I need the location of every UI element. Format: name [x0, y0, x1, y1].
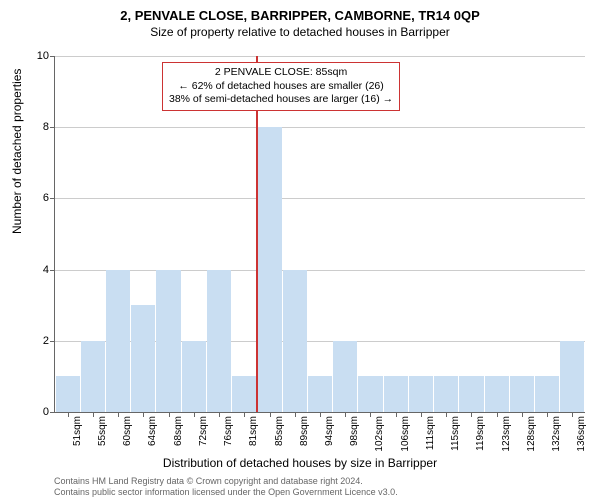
x-tick-label: 64sqm [147, 416, 158, 446]
bar [485, 376, 509, 412]
x-tick-label: 89sqm [299, 416, 310, 446]
callout-box: 2 PENVALE CLOSE: 85sqm ← 62% of detached… [162, 62, 400, 111]
x-tick-label: 136sqm [576, 416, 587, 452]
gridline [55, 270, 585, 271]
y-tick-label: 10 [29, 50, 49, 62]
x-tick [547, 412, 548, 417]
bar [131, 305, 155, 412]
bar [106, 270, 130, 412]
x-tick-label: 51sqm [72, 416, 83, 446]
x-tick-label: 94sqm [324, 416, 335, 446]
callout-line2: ← 62% of detached houses are smaller (26… [169, 80, 393, 94]
bar [358, 376, 382, 412]
bar [257, 127, 281, 412]
chart-title: 2, PENVALE CLOSE, BARRIPPER, CAMBORNE, T… [0, 0, 600, 23]
x-tick-label: 119sqm [475, 416, 486, 451]
y-tick [50, 56, 55, 57]
x-tick [345, 412, 346, 417]
bar [434, 376, 458, 412]
x-tick-label: 55sqm [97, 416, 108, 446]
bar [535, 376, 559, 412]
y-tick [50, 127, 55, 128]
x-tick-label: 76sqm [223, 416, 234, 446]
footer: Contains HM Land Registry data © Crown c… [54, 476, 398, 498]
x-tick-label: 123sqm [501, 416, 512, 452]
y-tick [50, 270, 55, 271]
bar [156, 270, 180, 412]
x-tick [396, 412, 397, 417]
x-tick-label: 81sqm [248, 416, 259, 446]
x-tick [421, 412, 422, 417]
y-tick-label: 8 [29, 121, 49, 133]
x-tick [169, 412, 170, 417]
gridline [55, 127, 585, 128]
bar [560, 341, 584, 412]
x-tick [118, 412, 119, 417]
x-tick [572, 412, 573, 417]
bar [207, 270, 231, 412]
y-tick-label: 4 [29, 264, 49, 276]
x-tick [497, 412, 498, 417]
x-tick [471, 412, 472, 417]
y-tick-label: 6 [29, 192, 49, 204]
x-tick-label: 98sqm [349, 416, 360, 446]
bar [308, 376, 332, 412]
x-tick [143, 412, 144, 417]
bar [182, 341, 206, 412]
bar [384, 376, 408, 412]
x-tick [93, 412, 94, 417]
x-tick-label: 85sqm [274, 416, 285, 446]
callout-line3: 38% of semi-detached houses are larger (… [169, 93, 393, 107]
x-tick [446, 412, 447, 417]
x-tick [370, 412, 371, 417]
x-tick [320, 412, 321, 417]
x-tick [270, 412, 271, 417]
x-tick-label: 128sqm [526, 416, 537, 452]
x-tick [219, 412, 220, 417]
footer-line2: Contains public sector information licen… [54, 487, 398, 498]
footer-line1: Contains HM Land Registry data © Crown c… [54, 476, 398, 487]
x-tick [194, 412, 195, 417]
bar [56, 376, 80, 412]
x-tick-label: 111sqm [425, 416, 436, 450]
x-axis-label: Distribution of detached houses by size … [0, 456, 600, 470]
y-tick [50, 341, 55, 342]
x-tick-label: 132sqm [551, 416, 562, 452]
bar [409, 376, 433, 412]
bar [510, 376, 534, 412]
x-tick-label: 106sqm [400, 416, 411, 452]
y-tick-label: 2 [29, 335, 49, 347]
x-tick-label: 68sqm [173, 416, 184, 446]
x-tick-label: 72sqm [198, 416, 209, 446]
y-tick [50, 412, 55, 413]
gridline [55, 56, 585, 57]
x-tick [295, 412, 296, 417]
y-tick [50, 198, 55, 199]
y-axis-label: Number of detached properties [10, 69, 24, 234]
x-tick-label: 60sqm [122, 416, 133, 446]
callout-line1: 2 PENVALE CLOSE: 85sqm [169, 66, 393, 80]
x-tick [244, 412, 245, 417]
bar [283, 270, 307, 412]
chart-subtitle: Size of property relative to detached ho… [0, 23, 600, 43]
gridline [55, 198, 585, 199]
x-tick-label: 115sqm [450, 416, 461, 451]
bar [81, 341, 105, 412]
x-tick [522, 412, 523, 417]
bar [232, 376, 256, 412]
x-tick [68, 412, 69, 417]
chart-area: 024681051sqm55sqm60sqm64sqm68sqm72sqm76s… [54, 56, 584, 412]
bar [459, 376, 483, 412]
bar [333, 341, 357, 412]
x-tick-label: 102sqm [374, 416, 385, 452]
y-tick-label: 0 [29, 406, 49, 418]
